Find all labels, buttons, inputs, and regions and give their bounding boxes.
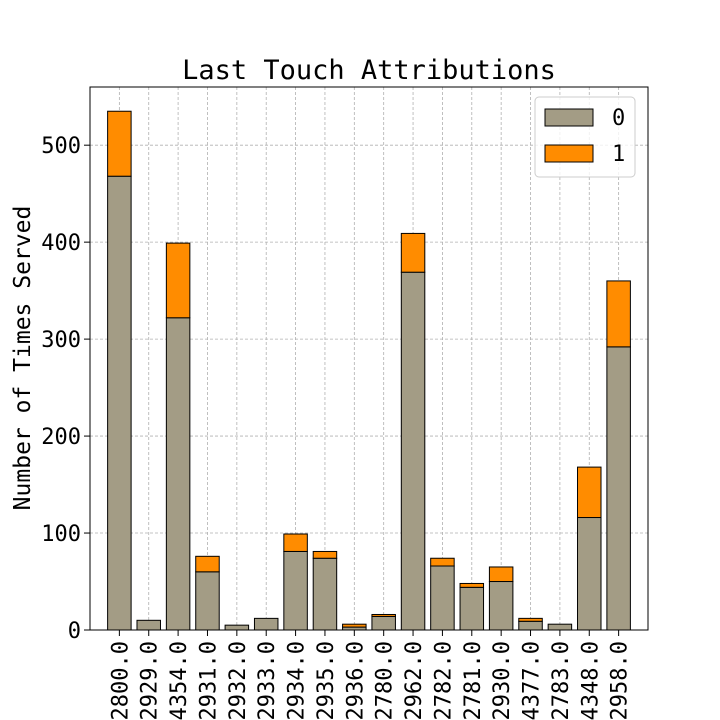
bar-series-0-2933.0 (253, 617, 279, 631)
x-tick-label: 2933.0 (255, 641, 280, 720)
bar-series-1-2800.0 (107, 110, 132, 177)
x-tick-label: 2935.0 (314, 641, 339, 720)
bar-series-1-4348.0 (577, 466, 602, 519)
x-tick-label: 2780.0 (373, 641, 398, 720)
x-tick-label: 2781.0 (461, 641, 486, 720)
x-axis-ticks: 2800.0 2929.0 4354.0 2931.0 2932.0 2933.0 2934… (108, 630, 633, 720)
bar-series-1-2962.0 (400, 232, 426, 273)
bar-series-1-2934.0 (283, 533, 308, 552)
legend-label-1: 1 (612, 142, 625, 167)
y-tick-label: 400 (41, 231, 81, 256)
bar-series-0-2800.0 (107, 175, 132, 631)
y-axis-ticks: 0 100 200 300 400 500 (41, 134, 90, 644)
plot-frame (89, 86, 649, 631)
bar-series-1-2936.0 (342, 623, 367, 628)
bar-series-1-2781.0 (459, 582, 485, 588)
bar-series-0-4377.0 (518, 620, 543, 631)
x-tick-label: 2962.0 (402, 641, 427, 720)
bar-series-1-2780.0 (371, 613, 396, 617)
bar-series-1-4377.0 (518, 617, 543, 622)
x-tick-label: 2958.0 (608, 641, 633, 720)
bar-series-1-2958.0 (606, 280, 631, 348)
bar-series-0-2780.0 (371, 615, 396, 631)
x-tick-label: 2932.0 (226, 641, 251, 720)
bar-series-1-2931.0 (195, 555, 220, 573)
bar-series-0-2929.0 (136, 619, 161, 631)
legend-label-0: 0 (612, 106, 625, 131)
legend-swatch-0 (544, 108, 594, 127)
x-tick-label: 4348.0 (578, 641, 603, 720)
bar-series-0-2781.0 (459, 586, 485, 631)
bar-series-0-2934.0 (283, 550, 308, 631)
x-tick-label: 2783.0 (549, 641, 574, 720)
bars-layer (107, 110, 631, 631)
y-tick-label: 100 (41, 522, 81, 547)
y-tick-label: 200 (41, 425, 81, 450)
x-tick-label: 2800.0 (108, 641, 133, 720)
bar-series-1-2935.0 (312, 550, 338, 559)
bar-series-1-2782.0 (430, 557, 455, 567)
x-tick-label: 2930.0 (490, 641, 515, 720)
y-tick-label: 300 (41, 328, 81, 353)
x-tick-label: 2936.0 (343, 641, 368, 720)
x-tick-label: 4377.0 (520, 641, 545, 720)
bar-series-0-2783.0 (547, 623, 573, 631)
bar-series-0-2932.0 (224, 624, 250, 631)
legend: 01 (534, 96, 636, 178)
bar-series-0-2935.0 (312, 557, 338, 631)
bar-series-0-2930.0 (488, 581, 514, 631)
legend-swatch-1 (544, 144, 594, 163)
y-tick-label: 500 (41, 134, 81, 159)
bar-series-0-2958.0 (606, 346, 631, 631)
bar-series-1-4354.0 (165, 242, 191, 319)
bar-series-0-2962.0 (400, 271, 426, 631)
bar-series-0-4348.0 (577, 517, 602, 631)
x-tick-label: 4354.0 (167, 641, 192, 720)
x-tick-label: 2931.0 (196, 641, 221, 720)
chart-title: Last Touch Attributions (182, 55, 556, 86)
bar-series-0-2931.0 (195, 571, 220, 631)
y-axis-label: Number of Times Served (10, 206, 36, 511)
y-tick-label: 0 (68, 619, 81, 644)
bar-series-1-2930.0 (488, 566, 514, 583)
bar-series-0-4354.0 (165, 317, 191, 631)
x-tick-label: 2934.0 (285, 641, 310, 720)
x-tick-label: 2929.0 (138, 641, 163, 720)
bar-series-0-2782.0 (430, 565, 455, 631)
x-tick-label: 2782.0 (431, 641, 456, 720)
